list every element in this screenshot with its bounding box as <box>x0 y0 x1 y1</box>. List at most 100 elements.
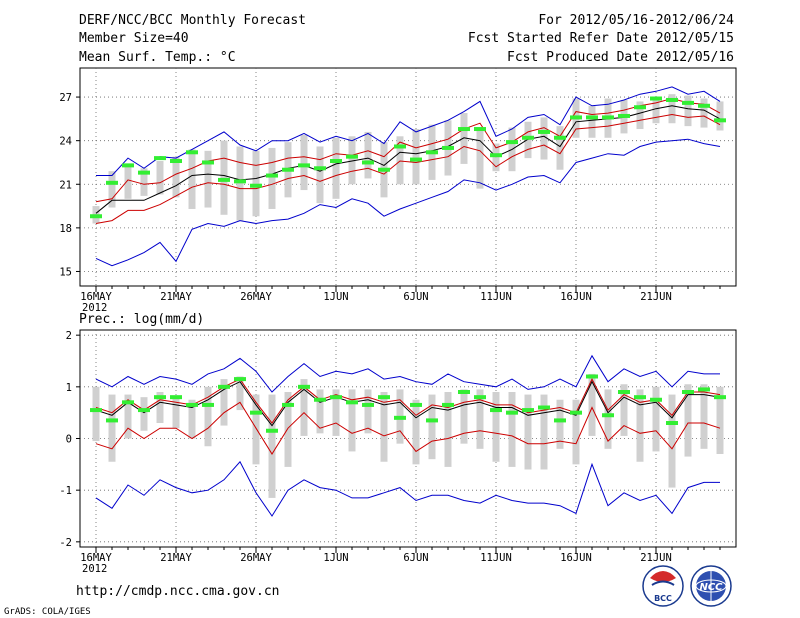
prec-xtick-label: 21JUN <box>640 552 672 564</box>
prec-member-bar <box>460 389 468 444</box>
prec-ytick-label: 0 <box>66 434 72 446</box>
prec-observed-marker <box>346 400 358 405</box>
prec-xtick-label: 11JUN <box>480 552 512 564</box>
temp-observed-marker <box>298 163 310 168</box>
temp-observed-marker <box>410 157 422 162</box>
prec-series-mean-std <box>95 377 721 424</box>
prec-observed-marker <box>122 400 134 405</box>
prec-member-bar <box>316 389 324 434</box>
temp-observed-marker <box>90 214 102 219</box>
temp-member-bar <box>300 134 308 191</box>
prec-observed-marker <box>714 395 726 400</box>
prec-member-bar <box>380 392 388 462</box>
prec-xtick-label: 16MAY <box>80 552 112 564</box>
precipitation-panel: -2 -1 0 1 2 16MAY 21MAY 26MAY 1JUN 6JUN 11JUN 16JUN… <box>59 329 737 575</box>
prec-observed-marker <box>266 428 278 433</box>
prec-member-bar <box>268 394 276 498</box>
temp-observed-marker <box>570 115 582 120</box>
prec-member-bar <box>236 376 244 411</box>
prec-member-bar <box>556 399 564 449</box>
chart-title: DERF/NCC/BCC Monthly Forecast <box>79 13 306 28</box>
temp-observed-marker <box>506 140 518 145</box>
temp-observed-marker <box>698 103 710 108</box>
temp-xtick-label: 16MAY <box>80 291 112 303</box>
prec-member-bar <box>332 389 340 436</box>
prec-observed-marker <box>186 402 198 407</box>
prec-member-bar <box>604 389 612 449</box>
temp-member-bar <box>700 98 708 128</box>
prec-member-bar <box>572 399 580 465</box>
prec-member-bar <box>476 389 484 449</box>
prec-member-bar <box>124 394 132 439</box>
temp-observed-marker <box>330 159 342 164</box>
temp-xtick-label: 26MAY <box>240 291 272 303</box>
prec-observed-marker <box>170 395 182 400</box>
temp-observed-marker <box>666 97 678 102</box>
temp-observed-marker <box>346 154 358 159</box>
temp-observed-marker <box>106 180 118 185</box>
prec-observed-marker <box>586 374 598 379</box>
bcc-logo: BCC <box>642 565 684 607</box>
prec-member-bar <box>492 392 500 462</box>
prec-member-bar <box>156 392 164 423</box>
temp-member-bar <box>188 149 196 209</box>
prec-member-bar <box>684 384 692 457</box>
prec-observed-marker <box>602 413 614 418</box>
prec-member-bar <box>636 389 644 462</box>
temp-member-bar <box>332 137 340 199</box>
prec-observed-marker <box>154 395 166 400</box>
prec-ytick-label: 1 <box>66 382 72 394</box>
temp-member-bar <box>108 171 116 208</box>
temp-xtick-label: 16JUN <box>560 291 592 303</box>
ncc-logo-text: NCC <box>699 582 723 593</box>
temp-observed-marker <box>170 159 182 164</box>
prec-observed-marker <box>506 410 518 415</box>
temp-member-bar <box>172 156 180 198</box>
temp-xtick-label: 6JUN <box>403 291 428 303</box>
temp-observed-marker <box>522 135 534 140</box>
prec-member-bar <box>716 386 724 454</box>
temp-observed-marker <box>586 115 598 120</box>
temp-series-mean-std <box>95 113 721 224</box>
prec-xtick-label: 26MAY <box>240 552 272 564</box>
prec-member-bar <box>188 399 196 439</box>
temp-observed-marker <box>234 179 246 184</box>
grads-credit: GrADS: COLA/IGES <box>4 607 91 617</box>
prec-observed-marker <box>378 395 390 400</box>
temp-observed-marker <box>442 145 454 150</box>
bcc-logo-text: BCC <box>654 594 672 603</box>
produced-date: Fcst Produced Date 2012/05/16 <box>507 50 734 65</box>
prec-observed-marker <box>394 415 406 420</box>
temp-observed-marker <box>186 150 198 155</box>
prec-observed-marker <box>282 402 294 407</box>
prec-observed-marker <box>570 410 582 415</box>
temp-member-bar <box>204 150 212 208</box>
temp-member-bar <box>556 126 564 170</box>
temp-observed-marker <box>602 115 614 120</box>
temp-ytick-label: 18 <box>59 223 72 235</box>
temp-member-bar <box>140 168 148 196</box>
prec-observed-marker <box>314 397 326 402</box>
temp-ytick-label: 21 <box>59 179 72 191</box>
temp-ytick-label: 15 <box>59 266 72 278</box>
prec-member-bar <box>540 394 548 470</box>
prec-member-bar <box>524 394 532 470</box>
temp-xtick-label: 21JUN <box>640 291 672 303</box>
temp-observed-marker <box>554 135 566 140</box>
prec-member-bar <box>92 386 100 442</box>
temp-observed-marker <box>138 170 150 175</box>
prec-observed-marker <box>298 384 310 389</box>
prec-observed-marker <box>410 402 422 407</box>
footer-url[interactable]: http://cmdp.ncc.cma.gov.cn <box>76 584 280 599</box>
started-refer-date: Fcst Started Refer Date 2012/05/15 <box>468 31 734 46</box>
ncc-logo: NCC <box>690 565 732 607</box>
temp-observed-marker <box>394 144 406 149</box>
prec-member-bar <box>412 399 420 465</box>
prec-observed-marker <box>522 408 534 413</box>
temp-observed-marker <box>282 167 294 172</box>
temp-xtick-label: 1JUN <box>323 291 348 303</box>
prec-ytick-label: -2 <box>59 537 72 549</box>
prec-xtick-label: 16JUN <box>560 552 592 564</box>
prec-member-bar <box>108 394 116 462</box>
